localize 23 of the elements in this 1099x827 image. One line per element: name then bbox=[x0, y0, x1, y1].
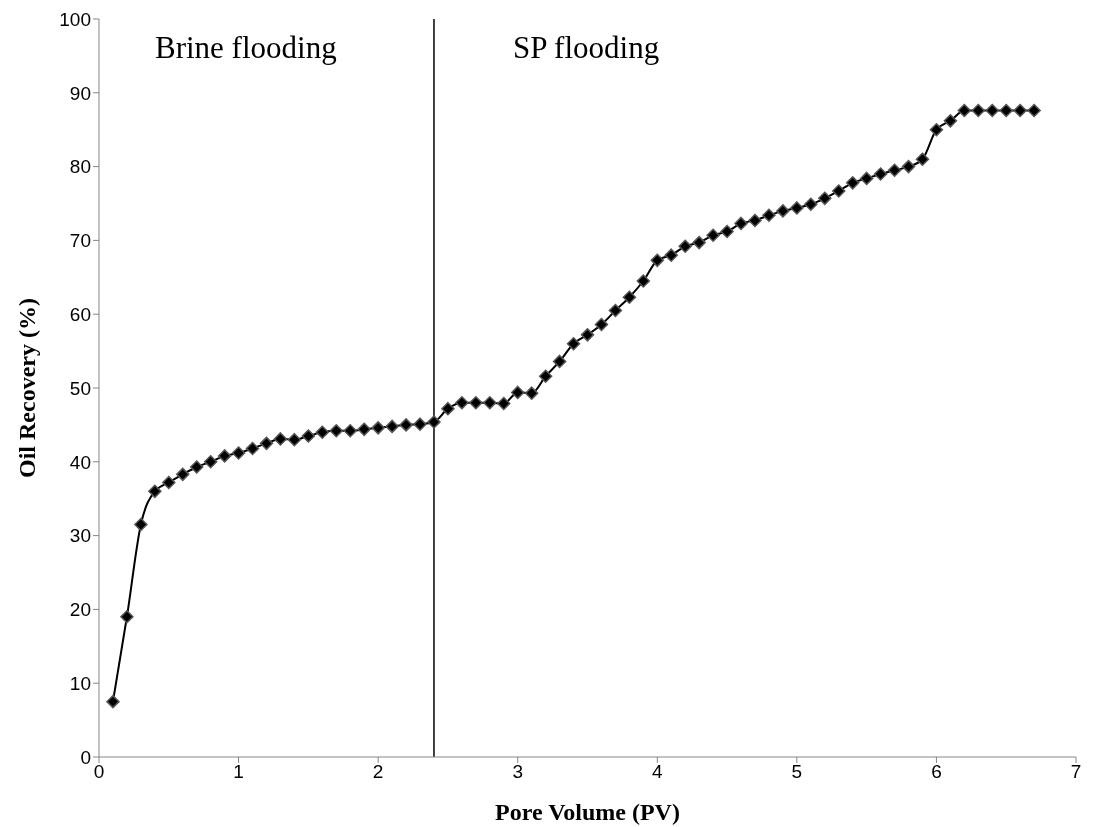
y-axis-title: Oil Recovery (%) bbox=[13, 298, 40, 478]
y-tick-label: 80 bbox=[69, 156, 91, 178]
y-tick-label: 70 bbox=[69, 230, 91, 252]
x-tick-label: 1 bbox=[233, 761, 244, 783]
annotation: SP flooding bbox=[513, 30, 660, 66]
y-tick-label: 90 bbox=[69, 82, 91, 104]
y-tick-label: 60 bbox=[69, 303, 91, 325]
y-tick-label: 100 bbox=[59, 8, 91, 30]
y-tick-label: 50 bbox=[69, 377, 91, 399]
x-tick-label: 0 bbox=[93, 761, 105, 783]
x-tick-label: 7 bbox=[1070, 761, 1082, 783]
y-tick-label: 0 bbox=[80, 746, 91, 768]
x-tick-label: 3 bbox=[512, 761, 523, 783]
x-tick-label: 5 bbox=[791, 761, 803, 783]
y-tick-label: 40 bbox=[69, 451, 91, 473]
x-tick-label: 4 bbox=[652, 761, 663, 783]
y-tick-label: 20 bbox=[69, 599, 91, 621]
annotation: Brine flooding bbox=[155, 30, 337, 66]
x-tick-label: 6 bbox=[931, 761, 942, 783]
y-tick-label: 30 bbox=[69, 525, 91, 547]
y-tick-label: 10 bbox=[69, 672, 91, 694]
x-tick-label: 2 bbox=[372, 761, 384, 783]
x-axis-title: Pore Volume (PV) bbox=[495, 799, 680, 825]
